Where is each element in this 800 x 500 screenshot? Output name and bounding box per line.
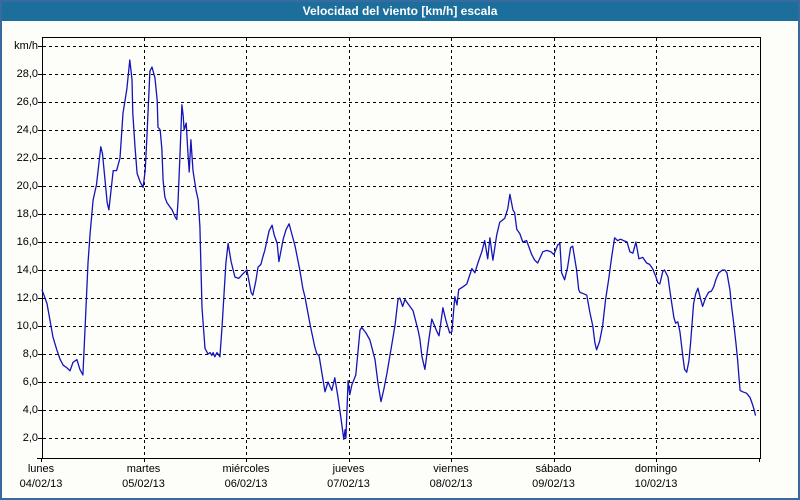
x-axis-day-label: martes 05/02/13 — [93, 462, 195, 492]
x-axis-day-label: jueves 07/02/13 — [298, 462, 400, 492]
day-name: miércoles — [222, 463, 270, 475]
y-axis-tick-label: 18,0 — [16, 208, 38, 220]
title-bar: Velocidad del viento [km/h] escala — [2, 2, 798, 21]
y-axis-tick-label: 10,0 — [16, 320, 38, 332]
x-axis-day-label: miércoles 06/02/13 — [195, 462, 297, 492]
y-axis-tick-label: 20,0 — [16, 180, 38, 192]
y-axis-unit-label: km/h — [14, 40, 38, 52]
day-name: viernes — [433, 463, 469, 475]
y-axis-tick-label: 24,0 — [16, 124, 38, 136]
y-axis-tick-label: 8,0 — [22, 348, 38, 360]
x-axis-day-label: sábado 09/02/13 — [503, 462, 605, 492]
day-name: jueves — [332, 463, 365, 475]
x-axis-day-label: domingo 10/02/13 — [605, 462, 707, 492]
y-axis-tick-label: 14,0 — [16, 264, 38, 276]
y-axis-tick-label: 28,0 — [16, 68, 38, 80]
day-date: 07/02/13 — [327, 478, 370, 490]
chart-title: Velocidad del viento [km/h] escala — [302, 4, 498, 18]
y-axis-tick-label: 12,0 — [16, 292, 38, 304]
plot-border — [42, 37, 761, 459]
day-name: domingo — [634, 463, 678, 475]
y-axis-tick-label: 26,0 — [16, 96, 38, 108]
day-date: 05/02/13 — [122, 478, 165, 490]
x-axis-day-label: viernes 08/02/13 — [400, 462, 502, 492]
day-date: 08/02/13 — [429, 478, 473, 490]
day-date: 10/02/13 — [634, 478, 678, 490]
day-date: 04/02/13 — [19, 478, 63, 490]
y-axis-tick-label: 16,0 — [16, 236, 38, 248]
x-axis-day-label: lunes 04/02/13 — [0, 462, 92, 492]
wind-speed-series-line — [41, 59, 757, 441]
day-date: 09/02/13 — [532, 478, 575, 490]
y-axis-tick-label: 6,0 — [22, 376, 38, 388]
y-axis-tick-label: 22,0 — [16, 152, 38, 164]
day-name: sábado — [535, 463, 572, 475]
y-axis-tick-label: 4,0 — [22, 404, 38, 416]
y-axis-tick-label: 2,0 — [22, 432, 38, 444]
day-name: lunes — [27, 463, 55, 475]
day-name: martes — [126, 463, 161, 475]
day-date: 06/02/13 — [224, 478, 268, 490]
